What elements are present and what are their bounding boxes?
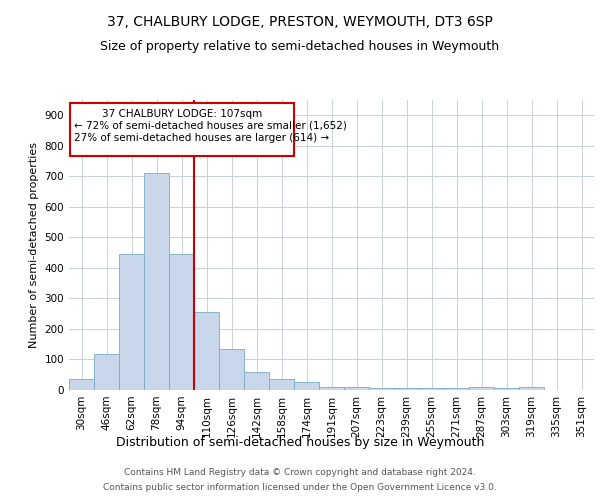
Bar [144,174,169,390]
Bar [494,388,519,390]
Bar [169,254,194,390]
Text: Contains HM Land Registry data © Crown copyright and database right 2024.: Contains HM Land Registry data © Crown c… [124,468,476,477]
Bar [269,378,294,390]
Bar [194,312,219,390]
Bar [319,387,344,390]
Text: 37, CHALBURY LODGE, PRESTON, WEYMOUTH, DT3 6SP: 37, CHALBURY LODGE, PRESTON, WEYMOUTH, D… [107,15,493,29]
Text: 27% of semi-detached houses are larger (614) →: 27% of semi-detached houses are larger (… [74,133,329,143]
Bar [244,372,269,390]
Bar [69,380,94,390]
Y-axis label: Number of semi-detached properties: Number of semi-detached properties [29,142,39,348]
Bar [369,388,394,390]
Text: ← 72% of semi-detached houses are smaller (1,652): ← 72% of semi-detached houses are smalle… [74,121,347,131]
Text: Distribution of semi-detached houses by size in Weymouth: Distribution of semi-detached houses by … [116,436,484,449]
Bar [94,354,119,390]
Bar [219,349,244,390]
FancyBboxPatch shape [70,103,294,156]
Bar [394,388,419,390]
Text: 37 CHALBURY LODGE: 107sqm: 37 CHALBURY LODGE: 107sqm [102,108,262,118]
Bar [344,387,369,390]
Bar [119,254,144,390]
Bar [519,387,544,390]
Bar [469,387,494,390]
Text: Contains public sector information licensed under the Open Government Licence v3: Contains public sector information licen… [103,483,497,492]
Text: Size of property relative to semi-detached houses in Weymouth: Size of property relative to semi-detach… [100,40,500,53]
Bar [294,382,319,390]
Bar [419,388,444,390]
Bar [444,388,469,390]
